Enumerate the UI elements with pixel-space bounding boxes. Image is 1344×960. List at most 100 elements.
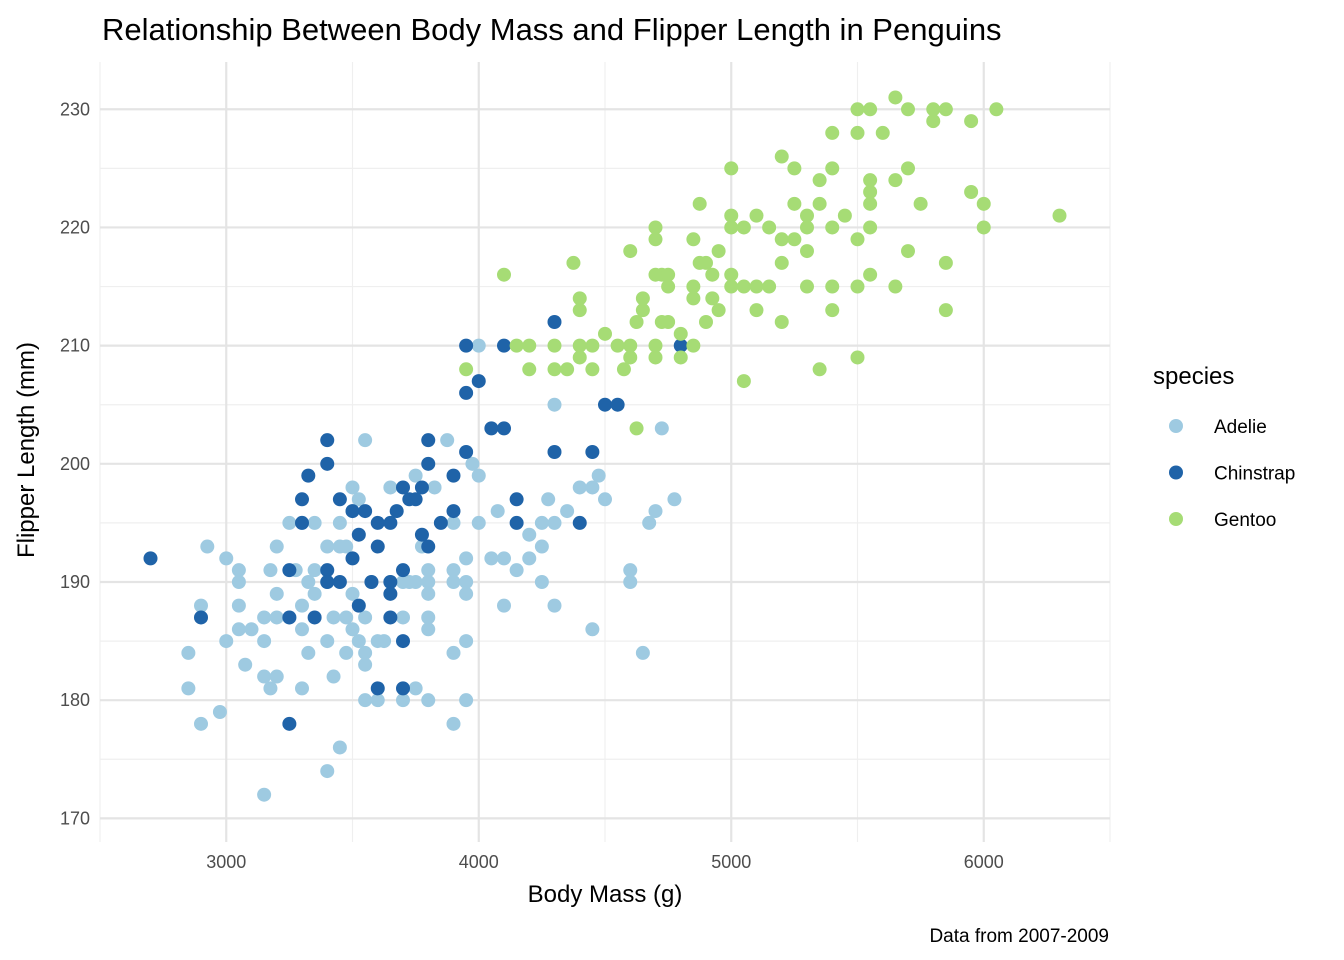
y-tick-label: 190 — [60, 572, 90, 592]
point-gentoo — [598, 326, 612, 341]
point-adelie — [212, 705, 227, 719]
point-chinstrap — [282, 610, 297, 625]
point-gentoo — [547, 338, 562, 353]
point-adelie — [585, 622, 600, 637]
point-adelie — [194, 598, 208, 613]
point-gentoo — [850, 102, 865, 117]
point-gentoo — [938, 102, 953, 117]
point-gentoo — [736, 374, 751, 389]
y-axis-title: Flipper Length (mm) — [13, 342, 40, 558]
x-tick-label: 3000 — [206, 852, 246, 872]
point-adelie — [257, 787, 272, 802]
point-chinstrap — [282, 716, 297, 731]
point-gentoo — [661, 279, 676, 294]
point-chinstrap — [459, 338, 474, 353]
point-gentoo — [585, 362, 600, 377]
point-chinstrap — [364, 575, 379, 589]
point-gentoo — [711, 244, 726, 259]
point-adelie — [181, 645, 196, 660]
point-adelie — [269, 586, 284, 601]
point-gentoo — [964, 114, 979, 129]
point-gentoo — [976, 196, 991, 211]
point-adelie — [345, 586, 360, 601]
point-gentoo — [774, 149, 789, 164]
point-gentoo — [673, 350, 688, 365]
point-chinstrap — [332, 575, 347, 589]
point-adelie — [370, 693, 385, 708]
point-chinstrap — [598, 397, 612, 412]
point-gentoo — [629, 315, 644, 329]
point-adelie — [446, 645, 461, 660]
point-adelie — [181, 681, 196, 696]
legend-label-chinstrap: Chinstrap — [1214, 464, 1295, 485]
point-adelie — [332, 515, 347, 530]
point-gentoo — [616, 362, 631, 377]
point-adelie — [497, 551, 511, 566]
point-gentoo — [724, 161, 739, 176]
point-chinstrap — [509, 515, 524, 530]
point-gentoo — [926, 102, 941, 117]
point-gentoo — [623, 244, 638, 259]
legend-key-gentoo — [1169, 512, 1183, 526]
point-chinstrap — [320, 575, 335, 589]
point-adelie — [339, 645, 354, 660]
point-adelie — [351, 492, 366, 507]
point-adelie — [320, 764, 335, 779]
legend-items: Adelie Chinstrap Gentoo — [1169, 417, 1295, 531]
point-adelie — [358, 693, 373, 708]
point-gentoo — [547, 362, 562, 377]
point-gentoo — [522, 338, 537, 353]
point-adelie — [345, 480, 360, 495]
point-gentoo — [736, 220, 751, 235]
point-adelie — [257, 669, 272, 684]
data-points — [143, 90, 1067, 802]
point-adelie — [408, 468, 423, 483]
legend-label-adelie: Adelie — [1214, 417, 1267, 438]
legend: species Adelie Chinstrap Gentoo — [1153, 363, 1295, 531]
y-tick-label: 200 — [60, 454, 90, 474]
point-adelie — [219, 551, 234, 566]
point-adelie — [471, 338, 486, 353]
point-adelie — [351, 634, 366, 649]
point-chinstrap — [295, 492, 309, 507]
point-gentoo — [749, 303, 764, 318]
point-adelie — [339, 610, 354, 625]
point-gentoo — [787, 161, 802, 176]
point-adelie — [484, 551, 499, 566]
point-gentoo — [648, 232, 663, 247]
point-gentoo — [566, 255, 581, 270]
point-chinstrap — [332, 492, 347, 507]
point-gentoo — [875, 125, 890, 140]
point-adelie — [377, 634, 392, 649]
point-adelie — [471, 515, 486, 530]
y-tick-label: 230 — [60, 99, 90, 119]
point-chinstrap — [446, 504, 461, 519]
point-gentoo — [1052, 208, 1067, 223]
point-adelie — [263, 681, 278, 696]
point-adelie — [307, 586, 322, 601]
point-chinstrap — [497, 338, 511, 353]
point-chinstrap — [194, 610, 208, 625]
point-chinstrap — [320, 433, 335, 448]
point-gentoo — [850, 232, 865, 247]
point-gentoo — [699, 255, 713, 270]
point-chinstrap — [383, 610, 398, 625]
point-chinstrap — [484, 421, 499, 436]
point-chinstrap — [389, 504, 404, 519]
point-gentoo — [623, 350, 638, 365]
point-gentoo — [762, 279, 777, 294]
point-gentoo — [825, 161, 840, 176]
point-gentoo — [812, 173, 827, 188]
point-gentoo — [800, 279, 814, 294]
point-gentoo — [800, 220, 814, 235]
point-gentoo — [964, 185, 979, 199]
point-adelie — [654, 421, 669, 436]
point-adelie — [396, 693, 410, 708]
point-chinstrap — [383, 586, 398, 601]
point-adelie — [490, 504, 505, 519]
point-adelie — [459, 693, 474, 708]
legend-title: species — [1153, 363, 1234, 390]
minor-gridlines — [99, 62, 1111, 842]
point-chinstrap — [143, 551, 158, 566]
